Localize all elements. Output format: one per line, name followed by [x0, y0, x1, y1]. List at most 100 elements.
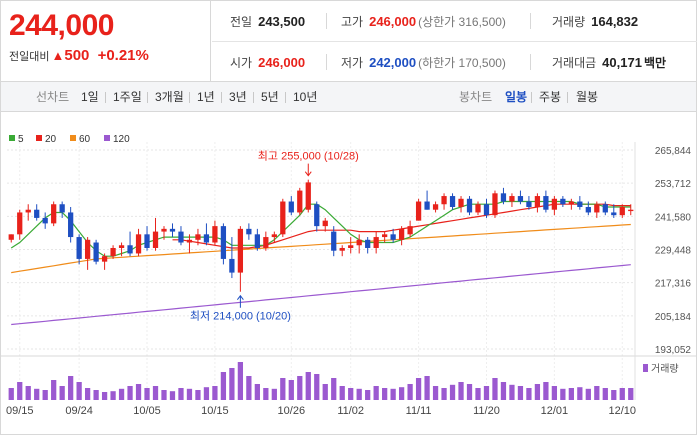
volume-bar	[458, 382, 464, 400]
divider	[567, 92, 568, 103]
candle-body	[432, 204, 439, 210]
candle-body	[407, 226, 413, 235]
divider	[189, 92, 190, 103]
quote-panel: 244,000 전일대비 ▲500 +0.21% 전일 243,500 고가 246,…	[0, 0, 697, 83]
divider	[253, 92, 254, 103]
y-tick-label: 205,184	[655, 312, 692, 323]
volume-legend-swatch	[643, 364, 648, 372]
period-1w[interactable]: 1주일	[113, 90, 142, 104]
volume-legend-label: 거래량	[651, 363, 679, 375]
chart-toolbar: 선차트 1일 1주일 3개월 1년 3년 5년 10년 봉차트 일봉 주봉 월봉	[0, 82, 697, 112]
candle-body	[68, 212, 74, 238]
volume-bar	[271, 388, 277, 400]
change-percent: +0.21%	[97, 47, 149, 64]
candle-body	[339, 247, 345, 251]
candle-body	[560, 198, 566, 205]
candle-body	[568, 201, 574, 205]
candle-body	[246, 228, 252, 235]
candle-body	[8, 234, 14, 240]
volume-bar	[101, 392, 108, 400]
candle-body	[594, 204, 600, 213]
volume-bar	[441, 388, 447, 400]
candle-body	[441, 196, 447, 205]
volume-bar	[619, 388, 625, 400]
candle-body	[534, 196, 541, 207]
candle-body	[127, 245, 133, 254]
period-3y[interactable]: 3년	[229, 90, 247, 104]
legend-label: 60	[79, 134, 91, 145]
divider	[105, 92, 106, 103]
period-5y[interactable]: 5년	[261, 90, 279, 104]
legend-label: 5	[18, 134, 24, 145]
divider	[147, 92, 148, 103]
divider	[326, 13, 327, 29]
volume-bar	[543, 382, 549, 400]
candle-body	[314, 204, 320, 227]
candle-body	[551, 198, 558, 210]
volume-bar	[602, 388, 608, 400]
y-tick-label: 229,448	[655, 246, 692, 257]
candle-body	[42, 217, 48, 224]
candle-body	[500, 193, 507, 202]
y-tick-label: 253,712	[655, 179, 692, 190]
volume-bar	[432, 386, 439, 400]
volume-bar	[229, 368, 235, 400]
candle-body	[415, 201, 422, 221]
volume-bar	[382, 388, 388, 400]
change-value: 500	[64, 47, 90, 64]
candle-body	[475, 204, 481, 213]
legend-swatch	[104, 135, 110, 141]
candle-body	[424, 201, 430, 210]
price-chart[interactable]: 265,844 253,712 241,580 229,448 217,316 205,1…	[1, 112, 696, 434]
candle-body	[348, 245, 354, 248]
x-tick-label: 11/11	[406, 405, 432, 417]
volume-bar	[17, 382, 23, 400]
candle-body	[517, 196, 524, 202]
volume-bar	[585, 388, 591, 400]
candle-monthly[interactable]: 월봉	[576, 90, 599, 104]
candle-body	[585, 206, 591, 213]
legend-label: 20	[45, 134, 57, 145]
x-tick-label: 11/02	[337, 405, 364, 417]
candle-body	[161, 228, 167, 232]
current-price-box: 244,000 전일대비 ▲500 +0.21%	[1, 1, 211, 83]
period-1y[interactable]: 1년	[197, 90, 215, 104]
legend-swatch	[9, 135, 15, 141]
period-3m[interactable]: 3개월	[155, 90, 184, 104]
candle-body	[118, 245, 125, 248]
volume-bar	[322, 384, 328, 400]
high-annotation: 최고 255,000 (10/28)	[258, 150, 359, 163]
volume-bar	[34, 388, 40, 400]
change-label: 전일대비	[9, 51, 50, 63]
volume-bar	[594, 386, 600, 400]
ma60-line	[11, 223, 631, 274]
volume-bar	[492, 378, 498, 400]
candle-body	[84, 239, 91, 259]
candle-body	[169, 228, 176, 232]
volume-bar	[288, 380, 294, 400]
volume-bar	[398, 387, 405, 400]
candle-daily[interactable]: 일봉	[505, 90, 528, 104]
volume-value: 거래량 164,832	[552, 14, 639, 29]
chart-area: 265,844 253,712 241,580 229,448 217,316 205,1…	[0, 112, 697, 435]
candle-body	[466, 198, 473, 213]
volume-bar	[475, 388, 481, 400]
candle-body	[458, 198, 464, 207]
candle-body	[203, 234, 210, 243]
candle-body	[76, 237, 82, 259]
volume-bar	[560, 388, 566, 400]
candle-weekly[interactable]: 주봉	[539, 90, 562, 104]
candle-body	[263, 237, 269, 248]
volume-bar	[415, 378, 422, 400]
candle-body	[288, 201, 294, 213]
candle-body	[305, 182, 311, 210]
volume-bar	[280, 378, 286, 400]
period-1d[interactable]: 1일	[81, 90, 99, 104]
volume-bar	[169, 391, 176, 400]
period-10y[interactable]: 10년	[293, 90, 318, 104]
volume-bar	[254, 384, 260, 400]
candle-body	[17, 212, 23, 235]
candle-body	[297, 190, 303, 213]
volume-bar	[628, 388, 634, 400]
volume-bar	[237, 362, 244, 400]
